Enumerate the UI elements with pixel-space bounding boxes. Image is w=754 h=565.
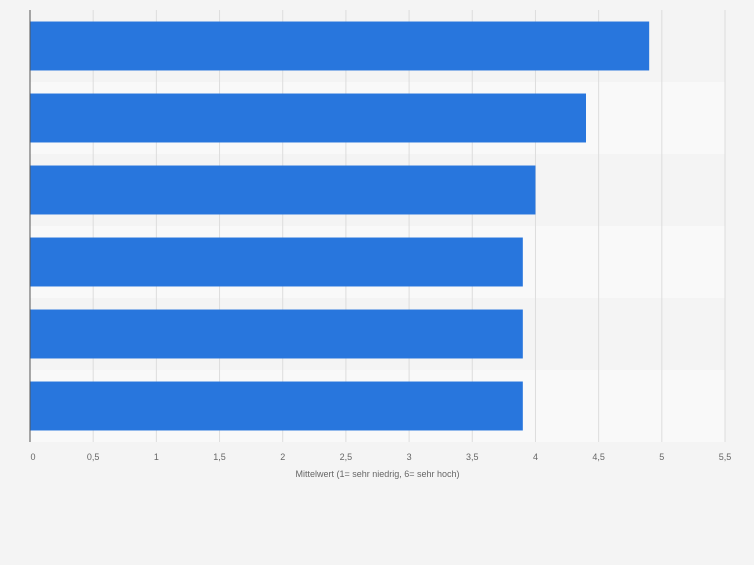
x-tick-label: 0,5 [87, 452, 100, 462]
bar[interactable] [30, 21, 650, 71]
bars [30, 21, 650, 431]
x-axis-label: Mittelwert (1= sehr niedrig, 6= sehr hoc… [295, 469, 459, 479]
row-bands [30, 10, 725, 442]
x-tick-label: 3,5 [466, 452, 479, 462]
x-tick-label: 5,5 [719, 452, 732, 462]
x-tick-label: 3 [407, 452, 412, 462]
x-axis-ticks: 0 0,5 1 1,5 2 2,5 3 3,5 4 4,5 5 5,5 [30, 452, 731, 462]
x-tick-label: 1 [154, 452, 159, 462]
bar[interactable] [30, 237, 523, 287]
x-tick-label: 0 [30, 452, 35, 462]
x-tick-label: 5 [659, 452, 664, 462]
x-tick-label: 2 [280, 452, 285, 462]
bar[interactable] [30, 309, 523, 359]
x-tick-label: 1,5 [213, 452, 226, 462]
x-tick-label: 2,5 [340, 452, 353, 462]
bar[interactable] [30, 165, 536, 215]
bar[interactable] [30, 93, 586, 143]
gridlines [92, 10, 726, 442]
bar[interactable] [30, 381, 523, 431]
x-tick-label: 4,5 [592, 452, 605, 462]
x-tick-label: 4 [533, 452, 538, 462]
